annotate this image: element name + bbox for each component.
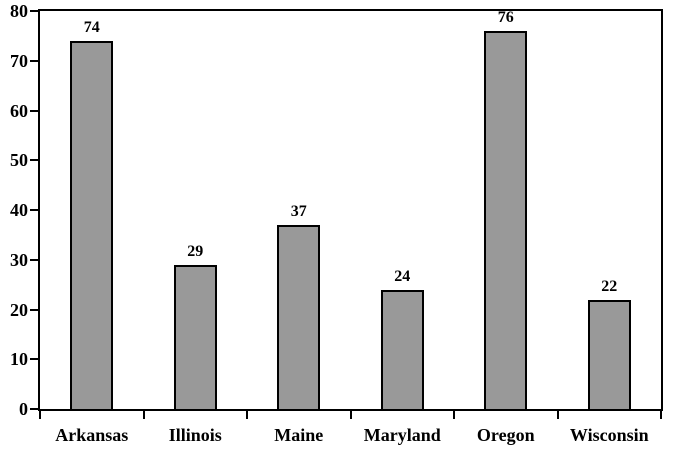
plot-area [38, 9, 663, 411]
x-axis-tick-mark [660, 411, 662, 419]
x-axis-category-label: Maryland [363, 425, 441, 445]
x-axis-category-label: Wisconsin [569, 425, 649, 445]
y-axis-tick-mark [30, 209, 38, 211]
y-axis-tick-label: 70 [10, 50, 28, 71]
x-axis-category-label: Illinois [168, 425, 222, 445]
y-axis-tick-label: 30 [10, 249, 28, 270]
x-axis-category-label: Oregon [476, 425, 535, 445]
x-axis-tick-mark [350, 411, 352, 419]
y-axis-tick-mark [30, 109, 38, 112]
x-axis-tick-mark [453, 411, 455, 419]
x-axis-category-label: Arkansas [55, 425, 129, 445]
x-axis-tick-mark [246, 411, 248, 419]
y-axis-tick-label: 80 [10, 1, 28, 21]
y-axis-tick-mark [30, 258, 38, 261]
bar [70, 41, 113, 409]
bar [174, 265, 217, 409]
bar [277, 225, 320, 409]
y-axis-tick-label: 20 [10, 299, 28, 320]
bar-value-label: 29 [187, 243, 204, 260]
bar-value-label: 76 [497, 9, 514, 26]
y-axis-tick-label: 50 [10, 150, 28, 171]
x-axis-tick-mark [143, 411, 145, 419]
bar-value-label: 24 [394, 268, 411, 285]
y-axis-tick-mark [30, 308, 38, 311]
bar-value-label: 74 [83, 19, 100, 36]
bar [588, 300, 631, 409]
y-axis-tick-mark [30, 10, 38, 12]
y-axis-tick-mark [30, 159, 38, 162]
y-axis-tick-label: 60 [10, 100, 28, 121]
y-axis-tick-label: 0 [19, 399, 28, 419]
bar [484, 31, 527, 409]
y-axis-tick-mark [30, 408, 38, 410]
bar-value-label: 37 [290, 203, 307, 220]
x-axis-tick-mark [557, 411, 559, 419]
x-axis-tick-mark [39, 411, 41, 419]
y-axis-tick-mark [30, 358, 38, 361]
y-axis-tick-label: 40 [10, 200, 28, 220]
bar [381, 290, 424, 409]
bar-value-label: 22 [601, 278, 618, 295]
x-axis-category-label: Maine [274, 425, 324, 445]
y-axis-tick-mark [30, 59, 38, 62]
y-axis-tick-label: 10 [10, 349, 28, 370]
